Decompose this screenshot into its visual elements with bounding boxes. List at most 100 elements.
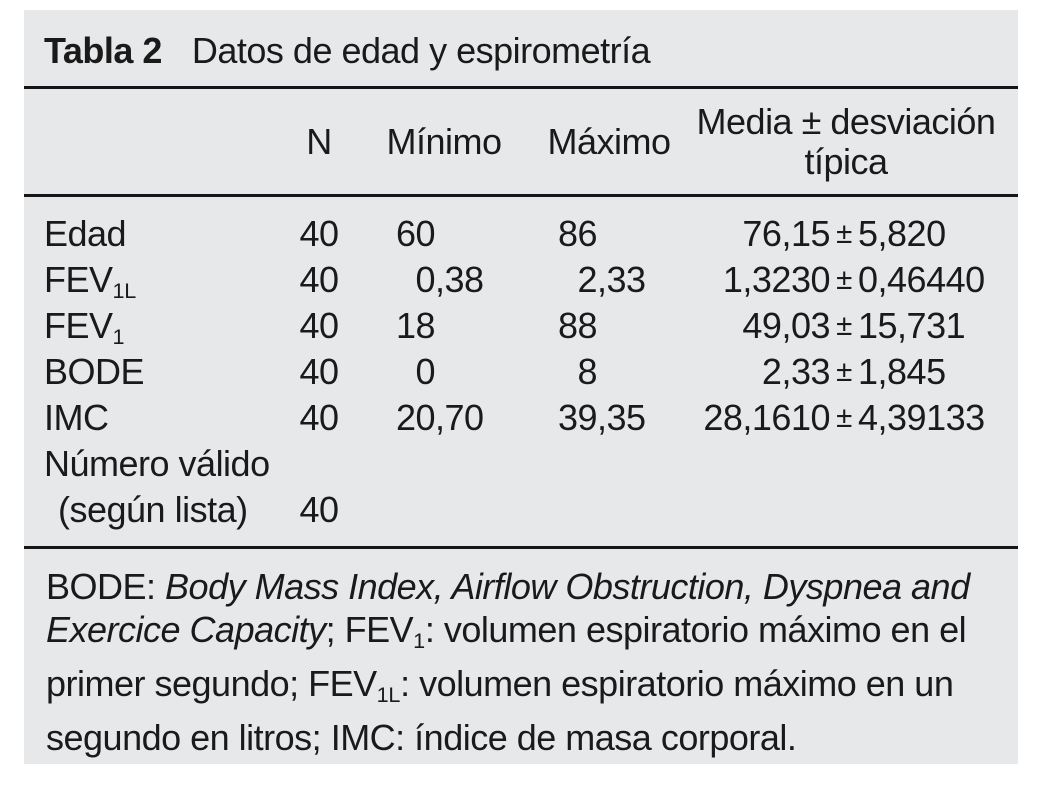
cell-maximo [524,441,694,487]
footnote-segment: : volumen espiratorio máximo en el [424,609,967,650]
media-sd [858,441,998,487]
table-row: Edad 40 60 86 76,15 ±5,820 [44,211,998,257]
row-label: Número válido [44,443,270,484]
minimo-int [364,441,435,487]
media-sd [858,487,998,533]
column-header-media-line2: típica [804,140,888,182]
cell-media: 1,3230 ±0,46440 [694,257,998,314]
maximo-int [524,441,597,487]
column-header-media-line1: Media ± desviación [696,100,996,142]
media-sd: 4,39133 [858,397,985,438]
row-label: Edad [44,213,127,254]
row-label: FEV1L [44,259,137,304]
footnote-subscript: 1 [413,628,425,654]
cell-maximo: 8 [524,349,694,395]
cell-media: 49,03 ±15,731 [694,303,998,360]
minimo-int [364,487,435,533]
table-footnote: BODE: Body Mass Index, Airflow Obstructi… [24,549,1018,759]
maximo-int: 86 [557,213,598,254]
maximo-frac: ,33 [597,259,646,300]
table-row: FEV1L 40 0,38 2,33 1,3230 ±0,46440 [44,257,998,303]
maximo-int [524,487,597,533]
cell-n: 40 [299,305,339,346]
table-row: IMC 40 20,70 39,35 28,1610 ±4,39133 [44,395,998,441]
plus-minus-sign: ± [836,217,852,250]
footnote-subscript: 1L [376,682,401,708]
media-mean [694,441,830,487]
table-caption: Tabla 2 Datos de edad y espirometría [24,10,1018,89]
table-figure-panel: Tabla 2 Datos de edad y espirometría N M… [24,10,1018,764]
footnote-line: segundo en litros; IMC: índice de masa c… [46,716,996,759]
column-header-minimo: Mínimo [386,120,502,162]
media-sd: 1,845 [858,351,946,392]
row-label: (según lista) [58,489,248,530]
maximo-int: 2 [577,259,597,300]
table-row: (según lista) 40 [44,487,998,533]
cell-maximo [524,487,694,533]
footnote-line: primer segundo; FEV1L: volumen espirator… [46,662,996,716]
media-sd: 0,46440 [858,259,985,300]
cell-n: 40 [299,397,339,438]
table-body: Edad 40 60 86 76,15 ±5,820 FEV1L 40 0,38 2,33 1,32… [24,197,1018,549]
footnote-segment: segundo en litros; IMC: índice de masa c… [46,717,797,759]
media-mean: 28,1610 [703,397,830,438]
table-row: BODE 40 0 8 2,33 ±1,845 [44,349,998,395]
row-label: BODE [44,351,145,392]
plus-minus-sign [830,441,858,487]
footnote-segment: : volumen espiratorio máximo en un [400,663,954,705]
minimo-frac: ,38 [435,259,484,300]
cell-minimo: 20,70 [364,395,524,441]
footnote-segment: ; FEV [325,609,414,650]
plus-minus-sign: ± [836,355,852,388]
media-sd: 5,820 [858,213,946,254]
plus-minus-sign: ± [836,263,852,296]
cell-n: 40 [299,489,339,530]
footnote-line: Exercice Capacity; FEV1: volumen espirat… [46,608,996,662]
row-label-subscript: 1 [112,324,125,350]
column-header-n: N [306,120,332,162]
cell-n: 40 [299,259,339,300]
media-mean [694,487,830,533]
media-mean: 49,03 [742,305,830,346]
minimo-int: 0 [415,351,435,392]
footnote-segment: primer segundo; FEV [46,663,377,705]
cell-minimo [364,441,524,487]
plus-minus-sign: ± [836,309,852,342]
minimo-int: 0 [415,259,435,300]
footnote-segment: Exercice Capacity [46,609,326,650]
cell-n [274,441,364,487]
row-label: FEV1 [44,305,125,350]
cell-media: 76,15 ±5,820 [694,211,998,257]
column-header-media: Media ± desviación típica [694,89,998,194]
maximo-int: 88 [557,305,598,346]
maximo-int: 8 [577,351,597,392]
table-header-row: N Mínimo Máximo Media ± desviación típic… [24,89,1018,197]
footnote-line: BODE: Body Mass Index, Airflow Obstructi… [46,565,996,608]
media-mean: 76,15 [742,213,830,254]
cell-minimo: 18 [364,303,524,360]
column-header-empty [44,89,274,194]
plus-minus-sign [830,487,858,533]
maximo-frac: ,35 [597,397,646,438]
media-sd: 15,731 [858,305,966,346]
minimo-int: 18 [395,305,436,346]
plus-minus-sign: ± [836,401,852,434]
cell-media [694,487,998,533]
table-row: FEV1 40 18 88 49,03 ±15,731 [44,303,998,349]
footnote-segment: Body Mass Index, Airflow Obstruction, Dy… [165,566,970,607]
cell-n: 40 [299,213,339,254]
footnote-segment: BODE: [46,566,166,607]
minimo-frac: ,70 [435,397,484,438]
cell-maximo: 39,35 [524,395,694,441]
row-label-subscript: 1L [112,278,137,304]
row-label: IMC [44,397,109,438]
cell-minimo: 0 [364,349,524,395]
cell-maximo: 2,33 [524,257,694,314]
minimo-int: 60 [395,213,436,254]
cell-maximo: 88 [524,303,694,360]
table-number: Tabla 2 [44,30,162,71]
cell-media: 2,33 ±1,845 [694,349,998,395]
cell-minimo: 0,38 [364,257,524,314]
media-mean: 2,33 [761,351,831,392]
minimo-int: 20 [395,397,436,438]
